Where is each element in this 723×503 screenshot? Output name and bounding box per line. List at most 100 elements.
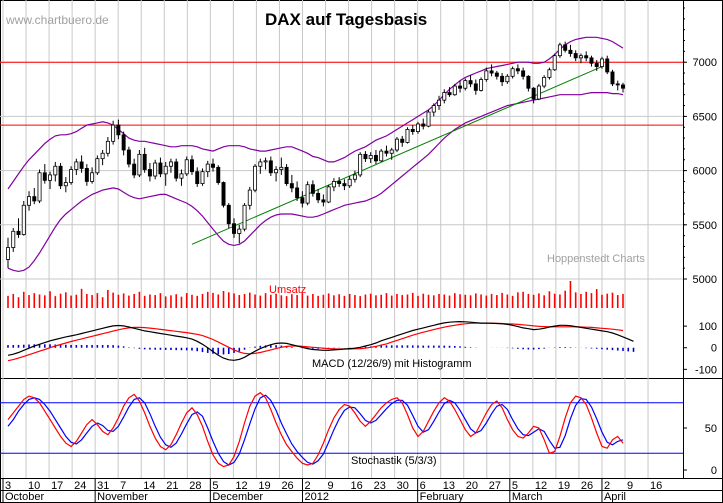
candle-body (326, 186, 331, 203)
candle (48, 171, 53, 190)
candle (337, 177, 342, 187)
candle (90, 167, 95, 184)
price-panel (0, 36, 683, 273)
candle-body (163, 165, 168, 175)
candle (284, 164, 289, 186)
candle (394, 136, 399, 153)
candle-body (300, 197, 305, 204)
candle-body (242, 204, 247, 230)
candle (452, 83, 457, 96)
candle (105, 136, 110, 157)
candle-body (21, 204, 26, 235)
candle-body (216, 166, 221, 183)
candle (594, 60, 599, 71)
x-tick-label: 23 (374, 480, 386, 492)
candle-body (321, 199, 326, 203)
candle (437, 95, 442, 110)
candle-body (42, 172, 47, 181)
candle-body (494, 72, 499, 77)
y-tick-label: 5000 (693, 274, 717, 286)
candle (200, 168, 205, 186)
candle (352, 170, 357, 183)
x-tick-label: 10 (28, 480, 40, 492)
candle-body (105, 140, 110, 154)
x-tick-label: 6 (420, 480, 426, 492)
candle-body (289, 183, 294, 189)
x-tick-label: 17 (51, 480, 63, 492)
candle-body (84, 168, 89, 182)
candle-body (426, 111, 431, 127)
candle-body (379, 150, 384, 162)
candle-body (547, 69, 552, 78)
candle-body (247, 189, 252, 206)
candle-body (447, 92, 452, 96)
candle (568, 44, 573, 57)
candle (416, 121, 420, 134)
candle (479, 77, 484, 92)
candle (221, 181, 226, 208)
candle (211, 158, 215, 172)
candle (405, 127, 410, 144)
candle (368, 152, 373, 164)
x-tick-label: 16 (351, 480, 363, 492)
candle (331, 178, 336, 192)
candle-body (305, 184, 310, 204)
candle (247, 186, 252, 210)
candle-body (573, 53, 578, 59)
month-label: November (97, 491, 148, 503)
candle-body (431, 105, 436, 113)
candle (295, 181, 300, 201)
candle (605, 55, 610, 75)
month-label: February (420, 491, 465, 503)
candle-body (174, 161, 179, 179)
candle (216, 165, 221, 185)
candle (584, 51, 589, 62)
candle-body (479, 79, 484, 91)
candle-body (331, 181, 336, 188)
candle-body (337, 181, 342, 185)
candle-body (410, 129, 415, 132)
candle-body (100, 152, 105, 160)
y-tick-label: 6500 (693, 111, 717, 123)
candle (168, 158, 173, 173)
candle-body (90, 172, 95, 182)
candle-body (79, 161, 84, 169)
month-label: March (512, 491, 543, 503)
candle (500, 73, 505, 87)
x-tick-label: 21 (166, 480, 178, 492)
candle (447, 87, 452, 97)
candle (373, 150, 378, 165)
x-tick-label: 24 (74, 480, 86, 492)
x-tick-label: 12 (535, 480, 547, 492)
stoch-tick-label: 50 (705, 423, 717, 435)
y-tick-label: 6000 (693, 166, 717, 178)
candle-body (552, 55, 557, 71)
candle (53, 161, 58, 182)
candle (263, 157, 268, 170)
x-tick-label: 19 (258, 480, 270, 492)
candle (358, 152, 363, 178)
candle-body (405, 129, 410, 143)
candle (510, 66, 515, 79)
candle-body (111, 124, 116, 142)
x-tick-label: 26 (581, 480, 593, 492)
bollinger-upper (7, 36, 624, 190)
stochastic-label: Stochastik (5/3/3) (351, 455, 437, 467)
macd-tick-label: -100 (695, 364, 717, 376)
candle (426, 109, 431, 128)
candle (79, 155, 84, 173)
candle-body (515, 68, 520, 72)
candle (95, 155, 100, 175)
candle (268, 156, 273, 177)
candle-body (421, 123, 426, 127)
candle (363, 151, 368, 162)
candle-body (599, 58, 604, 67)
candle-body (416, 123, 420, 132)
candle (326, 184, 331, 204)
source-label: Hoppenstedt Charts (547, 253, 645, 265)
candle-body (226, 204, 231, 225)
candle (184, 156, 189, 177)
candle (74, 158, 79, 175)
month-label: December (212, 491, 263, 503)
candle-body (563, 44, 568, 51)
